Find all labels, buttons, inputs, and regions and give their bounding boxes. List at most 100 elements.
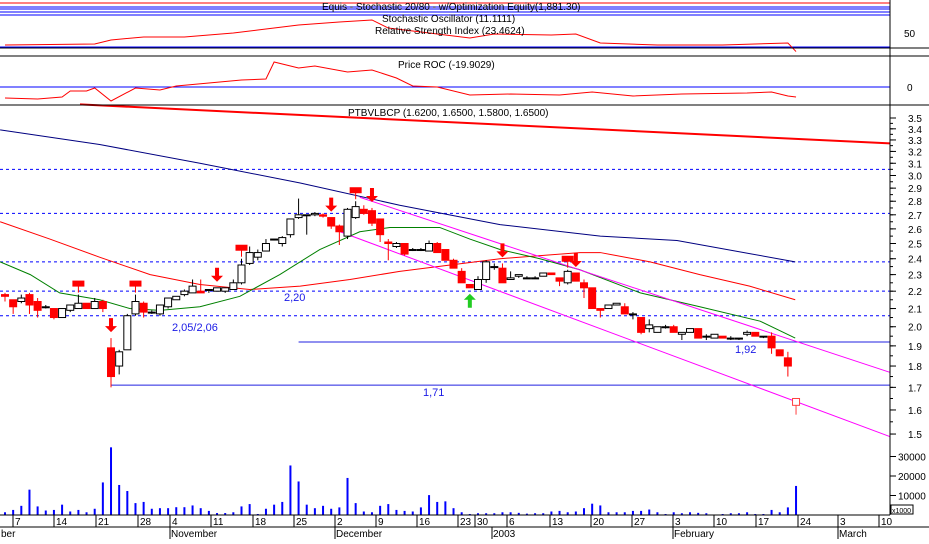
- osc-label-3: Relative Strength Index (23.4624): [375, 26, 525, 37]
- candle-body: [638, 318, 645, 333]
- trendline: [360, 197, 890, 372]
- candle-body: [548, 273, 555, 275]
- candle-body: [793, 398, 800, 405]
- candle-body: [515, 275, 522, 277]
- volume-bar: [265, 509, 267, 515]
- volume-bar: [795, 486, 797, 515]
- candle-body: [173, 296, 180, 299]
- volume-bar: [151, 509, 153, 515]
- candle-body: [572, 273, 579, 281]
- volume-bar: [94, 509, 96, 515]
- cci-marker-icon: [235, 245, 247, 251]
- sell-arrow-icon: [211, 268, 223, 282]
- volume-bar: [167, 508, 169, 515]
- volume-bar: [102, 482, 104, 515]
- candle-body: [605, 305, 612, 309]
- volume-bar: [550, 511, 552, 515]
- candle-body: [99, 302, 106, 309]
- volume-bar: [159, 508, 161, 515]
- axis-labels: 3.53.43.33.23.13.02.92.82.72.62.52.42.32…: [1, 114, 926, 539]
- candle-body: [483, 262, 490, 280]
- volume-bar: [314, 508, 316, 515]
- candle-body: [222, 288, 229, 291]
- price-axis-label: 2.1: [908, 305, 922, 316]
- date-tick-label: 6: [509, 517, 515, 528]
- volume-bar: [281, 502, 283, 515]
- volume-bar: [640, 511, 642, 515]
- candle-body: [295, 215, 302, 218]
- volume-bar: [45, 511, 47, 515]
- candle-body: [34, 302, 41, 311]
- candle-body: [744, 332, 751, 334]
- candle-body: [368, 211, 375, 224]
- volume-bar: [771, 510, 773, 515]
- cci-marker-icon: [129, 281, 141, 287]
- volume-bar: [338, 507, 340, 515]
- volume-bar: [306, 505, 308, 515]
- candle-body: [83, 303, 90, 308]
- price-axis-label: 3.3: [908, 136, 922, 147]
- candle-body: [662, 327, 669, 328]
- candle-body: [466, 284, 473, 287]
- annotation-1-71: 1,71: [423, 387, 444, 399]
- date-tick-label: 30: [477, 517, 489, 528]
- candle-body: [450, 260, 457, 268]
- price-axis-label: 2.2: [908, 287, 922, 298]
- volume-bar: [77, 510, 79, 515]
- candle-body: [336, 226, 343, 232]
- volume-bar: [134, 503, 136, 515]
- candle-body: [687, 329, 694, 333]
- candle-body: [42, 307, 49, 308]
- price-axis-label: 1.7: [908, 383, 922, 394]
- date-tick-label: 20: [593, 517, 605, 528]
- candle-body: [377, 219, 384, 235]
- candle-body: [214, 288, 221, 291]
- candle-body: [417, 250, 424, 251]
- candle-body: [556, 278, 563, 281]
- price-axis-label: 2.3: [908, 271, 922, 282]
- annotation-1-92: 1,92: [735, 344, 756, 356]
- candle-body: [230, 283, 237, 290]
- candle-body: [320, 215, 327, 216]
- cci-marker-icon: [72, 281, 84, 287]
- candle-body: [442, 250, 449, 261]
- volume-bar: [273, 505, 275, 515]
- candle-body: [352, 207, 359, 218]
- volume-bar: [575, 511, 577, 515]
- candle-body: [91, 302, 98, 309]
- candle-body: [148, 312, 155, 313]
- volume-bar: [61, 505, 63, 515]
- candle-body: [491, 267, 498, 268]
- volume-bar: [200, 508, 202, 515]
- volume-bar: [192, 505, 194, 515]
- candle-body: [287, 219, 294, 235]
- date-tick-label: 13: [552, 517, 564, 528]
- candle-body: [540, 273, 547, 276]
- date-tick-label: 27: [634, 517, 646, 528]
- volume-bar: [453, 508, 455, 515]
- volume-bar: [387, 504, 389, 515]
- volume-bar: [559, 511, 561, 515]
- date-tick-label: 4: [172, 517, 178, 528]
- volume-unit-label: x1000: [892, 508, 911, 515]
- moving-average-line: [0, 222, 795, 300]
- volume-axis-label: 30000: [898, 453, 926, 464]
- month-label: November: [171, 529, 218, 539]
- candle-body: [116, 352, 123, 366]
- volume-bar: [347, 478, 349, 515]
- candle-body: [613, 303, 620, 305]
- volume-axis-label: 10000: [898, 492, 926, 503]
- candle-body: [474, 280, 481, 290]
- date-tick-label: 2: [337, 517, 343, 528]
- volume-bar: [404, 511, 406, 515]
- candle-body: [458, 271, 465, 282]
- price-axis-label: 3.2: [908, 147, 922, 158]
- candle-body: [646, 325, 653, 329]
- volume-bar: [110, 447, 112, 515]
- candle-body: [523, 278, 530, 279]
- volume-bar: [444, 501, 446, 515]
- price-axis-label: 3.4: [908, 125, 922, 136]
- volume-bar: [20, 506, 22, 515]
- candle-body: [678, 332, 685, 334]
